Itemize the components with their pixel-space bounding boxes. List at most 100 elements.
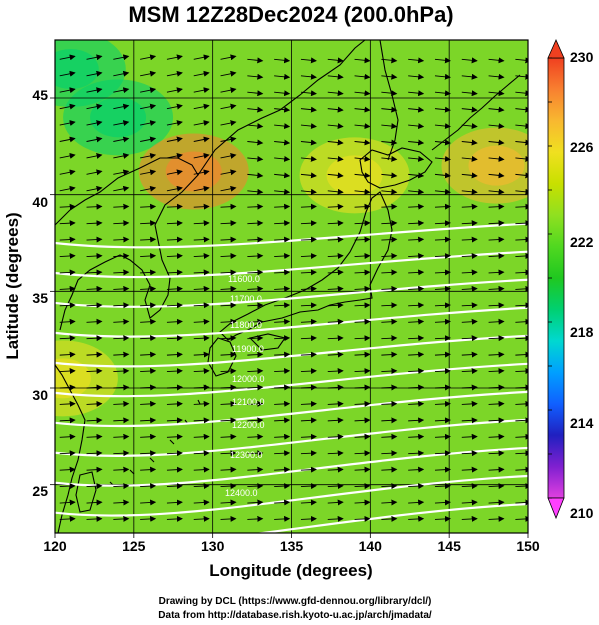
wind-arrow: [300, 188, 317, 195]
colorbar-tick-label: 210: [570, 505, 594, 521]
contour-label: 11600.0: [228, 274, 260, 284]
wind-arrow: [113, 120, 130, 126]
wind-arrow: [59, 318, 76, 325]
wind-arrow: [166, 450, 183, 457]
wind-arrow: [461, 417, 478, 424]
wind-arrow: [327, 123, 344, 130]
wind-arrow: [354, 220, 371, 227]
wind-arrow: [166, 203, 183, 210]
wind-arrow: [381, 57, 398, 64]
wind-arrow: [193, 499, 210, 506]
wind-arrow: [354, 466, 371, 473]
wind-arrow: [434, 123, 451, 130]
wind-arrow: [434, 253, 451, 259]
wind-arrow: [247, 73, 264, 80]
wind-arrow: [461, 73, 478, 80]
wind-arrow: [140, 152, 157, 159]
wind-arrow: [461, 318, 478, 325]
x-axis: 120 125 130 135 140 145 150 Longitude (d…: [43, 538, 540, 580]
wind-arrow: [327, 269, 344, 276]
wind-arrow: [408, 236, 425, 243]
wind-arrow: [193, 318, 210, 325]
wind-arrow: [381, 90, 398, 97]
colorbar-tick-label: 218: [570, 324, 594, 340]
wind-arrow: [354, 188, 371, 195]
wind-arrow: [247, 368, 264, 375]
wind-arrow: [140, 384, 157, 391]
wind-arrow: [113, 499, 130, 506]
y-tick-label: 40: [32, 194, 48, 210]
wind-arrow: [488, 483, 505, 490]
wind-arrow: [434, 499, 451, 506]
wind-arrow: [113, 285, 130, 292]
wind-arrow: [247, 155, 264, 162]
wind-arrow: [59, 515, 76, 522]
wind-arrow: [327, 515, 344, 522]
wind-arrow: [408, 90, 425, 97]
wind-arrow: [86, 103, 103, 110]
wind-arrow: [488, 285, 505, 292]
wind-arrow: [274, 139, 291, 146]
wind-arrow: [86, 318, 103, 325]
wind-arrow: [59, 483, 76, 490]
wind-arrow: [461, 253, 478, 259]
temperature-anomaly-core: [468, 145, 525, 186]
wind-arrow: [113, 318, 130, 325]
wind-arrow: [300, 335, 317, 342]
wind-arrow: [300, 123, 317, 130]
wind-arrow: [113, 54, 130, 61]
wind-arrow: [434, 285, 451, 292]
wind-arrow: [434, 73, 451, 80]
wind-arrow: [434, 106, 451, 113]
wind-arrow: [247, 417, 264, 424]
wind-arrow: [166, 515, 183, 522]
wind-arrow: [327, 466, 344, 473]
y-axis-label: Latitude (degrees): [3, 212, 22, 359]
wind-arrow: [59, 103, 76, 110]
wind-arrow: [408, 269, 425, 276]
wind-arrow: [193, 169, 210, 176]
wind-arrow: [300, 318, 317, 325]
wind-arrow: [274, 188, 291, 195]
wind-arrow: [86, 400, 103, 407]
wind-arrow: [166, 120, 183, 126]
wind-arrow: [274, 253, 291, 259]
wind-arrow: [274, 483, 291, 490]
colorbar: 210 214 218 222 226 230: [547, 39, 594, 521]
wind-arrow: [327, 417, 344, 424]
wind-arrow: [86, 54, 103, 61]
wind-arrow: [434, 466, 451, 473]
wind-arrow: [461, 139, 478, 146]
wind-arrow: [488, 400, 505, 407]
wind-arrow: [193, 483, 210, 490]
wind-arrow: [193, 269, 210, 276]
wind-arrow: [166, 136, 183, 143]
wind-arrow: [220, 368, 237, 375]
wind-arrow: [193, 384, 210, 391]
wind-arrow: [381, 302, 398, 309]
wind-arrow: [408, 285, 425, 292]
wind-arrow: [59, 433, 76, 440]
wind-arrow: [381, 220, 398, 227]
wind-arrow: [488, 203, 505, 210]
wind-arrow: [461, 220, 478, 227]
wind-arrow: [193, 136, 210, 143]
wind-arrow: [461, 203, 478, 210]
wind-arrow: [140, 203, 157, 210]
height-contour: [55, 250, 528, 279]
wind-arrow: [408, 123, 425, 130]
contour-label: 11700.0: [230, 294, 262, 304]
wind-arrow: [434, 433, 451, 440]
wind-arrow: [247, 106, 264, 113]
wind-arrow: [327, 318, 344, 325]
wind-arrow: [140, 120, 157, 126]
wind-arrow: [381, 351, 398, 358]
wind-arrow: [86, 220, 103, 227]
wind-arrow: [140, 483, 157, 490]
wind-arrow: [381, 203, 398, 210]
x-tick-label: 140: [359, 538, 383, 554]
wind-arrow: [220, 515, 237, 522]
wind-arrow: [408, 139, 425, 146]
wind-arrow: [220, 220, 237, 227]
wind-arrow: [193, 103, 210, 110]
